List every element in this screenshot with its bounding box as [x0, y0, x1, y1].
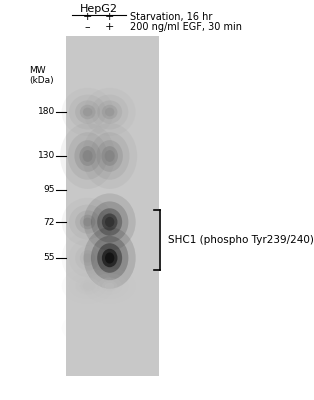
- Ellipse shape: [84, 268, 136, 304]
- Ellipse shape: [69, 204, 106, 240]
- Ellipse shape: [96, 140, 123, 172]
- Ellipse shape: [97, 243, 122, 273]
- Ellipse shape: [97, 100, 122, 124]
- Ellipse shape: [74, 140, 101, 172]
- Ellipse shape: [82, 123, 137, 189]
- Bar: [66, 36, 159, 376]
- Ellipse shape: [69, 239, 106, 277]
- Ellipse shape: [91, 94, 128, 130]
- Ellipse shape: [83, 283, 92, 289]
- Ellipse shape: [105, 325, 114, 331]
- Text: 72: 72: [44, 218, 55, 226]
- Ellipse shape: [62, 268, 114, 304]
- Ellipse shape: [84, 88, 136, 136]
- Ellipse shape: [68, 132, 107, 180]
- Text: Starvation, 16 hr: Starvation, 16 hr: [131, 12, 213, 22]
- Ellipse shape: [62, 313, 114, 343]
- Ellipse shape: [69, 94, 106, 130]
- Ellipse shape: [97, 208, 122, 236]
- Ellipse shape: [91, 317, 128, 339]
- Text: 180: 180: [38, 108, 55, 116]
- Ellipse shape: [83, 218, 92, 226]
- Ellipse shape: [83, 253, 92, 263]
- Ellipse shape: [80, 215, 95, 229]
- Text: –: –: [85, 22, 90, 32]
- Ellipse shape: [62, 198, 114, 246]
- Text: 55: 55: [44, 254, 55, 262]
- Ellipse shape: [75, 210, 100, 234]
- Ellipse shape: [84, 227, 136, 289]
- Ellipse shape: [69, 273, 106, 299]
- Ellipse shape: [97, 321, 122, 335]
- Ellipse shape: [75, 321, 100, 335]
- Ellipse shape: [105, 150, 115, 162]
- Ellipse shape: [75, 245, 100, 271]
- Text: SHC1 (phospho Tyr239/240): SHC1 (phospho Tyr239/240): [168, 235, 314, 245]
- Ellipse shape: [60, 123, 115, 189]
- Text: HepG2: HepG2: [80, 4, 118, 14]
- Text: 200 ng/ml EGF, 30 min: 200 ng/ml EGF, 30 min: [131, 22, 242, 32]
- Ellipse shape: [80, 250, 95, 266]
- Ellipse shape: [105, 108, 114, 116]
- Ellipse shape: [80, 105, 95, 119]
- Ellipse shape: [84, 194, 136, 250]
- Ellipse shape: [105, 217, 114, 227]
- Ellipse shape: [102, 281, 117, 291]
- Ellipse shape: [80, 281, 95, 291]
- Text: +: +: [105, 12, 114, 22]
- Ellipse shape: [62, 88, 114, 136]
- Ellipse shape: [83, 108, 92, 116]
- Ellipse shape: [91, 202, 128, 242]
- Ellipse shape: [101, 146, 118, 166]
- Ellipse shape: [105, 252, 114, 264]
- Ellipse shape: [91, 273, 128, 299]
- Ellipse shape: [79, 146, 96, 166]
- Ellipse shape: [102, 105, 117, 119]
- Ellipse shape: [69, 317, 106, 339]
- Ellipse shape: [102, 249, 117, 267]
- Ellipse shape: [83, 325, 92, 331]
- Ellipse shape: [91, 236, 128, 280]
- Ellipse shape: [102, 214, 117, 230]
- Ellipse shape: [105, 283, 114, 289]
- Ellipse shape: [80, 323, 95, 333]
- Text: MW
(kDa): MW (kDa): [29, 66, 54, 85]
- Ellipse shape: [97, 278, 122, 294]
- Ellipse shape: [83, 150, 93, 162]
- Text: 130: 130: [38, 152, 55, 160]
- Text: +: +: [105, 22, 114, 32]
- Ellipse shape: [90, 132, 129, 180]
- Ellipse shape: [75, 278, 100, 294]
- Text: +: +: [83, 12, 92, 22]
- Ellipse shape: [102, 323, 117, 333]
- Ellipse shape: [62, 232, 114, 284]
- Ellipse shape: [75, 100, 100, 124]
- Text: 95: 95: [44, 186, 55, 194]
